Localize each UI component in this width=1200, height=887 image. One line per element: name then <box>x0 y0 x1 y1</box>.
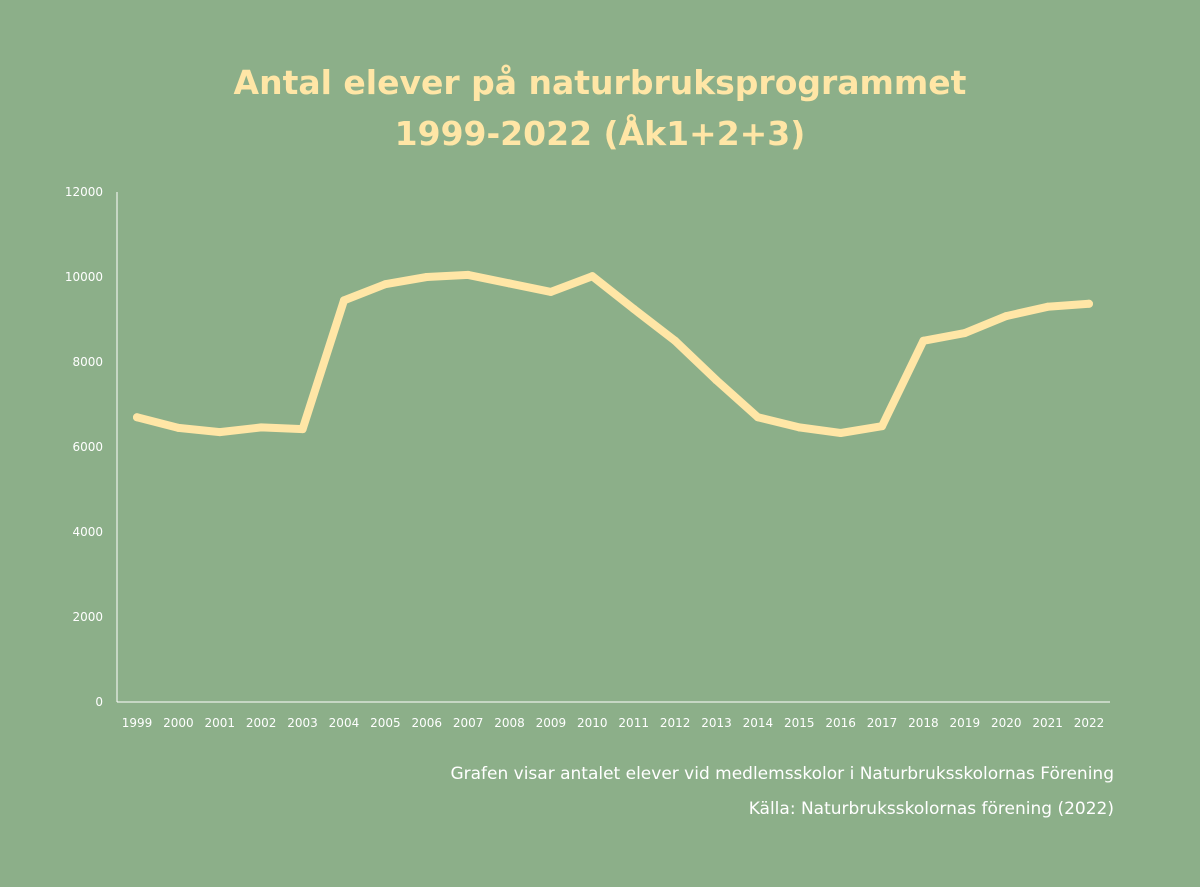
x-tick-label-2010: 2010 <box>577 716 608 730</box>
data-point-2008 <box>505 279 514 288</box>
data-point-2019 <box>960 329 969 338</box>
data-point-2011 <box>629 304 638 313</box>
x-tick-label-2014: 2014 <box>743 716 774 730</box>
data-point-2009 <box>546 287 555 296</box>
chart-description-note: Grafen visar antalet elever vid medlemss… <box>450 764 1114 784</box>
y-tick-label-4000: 4000 <box>72 525 103 539</box>
y-tick-label-10000: 10000 <box>65 270 103 284</box>
x-tick-label-2018: 2018 <box>908 716 939 730</box>
data-point-2014 <box>753 413 762 422</box>
x-tick-label-2005: 2005 <box>370 716 401 730</box>
data-point-2021 <box>1043 302 1052 311</box>
x-tick-label-2006: 2006 <box>411 716 442 730</box>
x-tick-label-2020: 2020 <box>991 716 1022 730</box>
x-tick-label-2019: 2019 <box>950 716 981 730</box>
data-point-2018 <box>919 336 928 345</box>
x-tick-label-2000: 2000 <box>163 716 194 730</box>
series-group <box>133 270 1093 437</box>
y-tick-label-2000: 2000 <box>72 610 103 624</box>
data-point-2002 <box>257 423 266 432</box>
data-point-2007 <box>464 270 473 279</box>
x-tick-label-2017: 2017 <box>867 716 898 730</box>
x-axis-tick-labels: 1999 2000 2001 2002 2003 2004 2005 2006 2007 2008… <box>122 716 1105 730</box>
x-tick-label-2021: 2021 <box>1032 716 1063 730</box>
y-tick-label-0: 0 <box>95 695 103 709</box>
x-tick-label-2009: 2009 <box>536 716 567 730</box>
y-axis-tick-labels: 0 2000 4000 6000 8000 10000 12000 <box>65 185 103 709</box>
data-point-2004 <box>339 296 348 305</box>
data-point-2012 <box>671 336 680 345</box>
data-point-2005 <box>381 280 390 289</box>
x-tick-label-2012: 2012 <box>660 716 691 730</box>
data-point-2006 <box>422 273 431 281</box>
data-point-2013 <box>712 376 721 385</box>
data-point-1999 <box>133 413 141 422</box>
x-tick-label-1999: 1999 <box>122 716 153 730</box>
x-tick-label-2001: 2001 <box>205 716 236 730</box>
x-tick-label-2011: 2011 <box>618 716 649 730</box>
data-point-2003 <box>298 425 307 434</box>
chart-title-line-1: Antal elever på naturbruksprogrammet <box>233 63 967 102</box>
data-point-2020 <box>1002 312 1011 321</box>
x-tick-label-2022: 2022 <box>1074 716 1105 730</box>
x-tick-label-2003: 2003 <box>287 716 318 730</box>
data-point-2022 <box>1085 299 1093 308</box>
data-point-2015 <box>795 423 804 432</box>
y-tick-label-6000: 6000 <box>72 440 103 454</box>
x-tick-label-2015: 2015 <box>784 716 815 730</box>
x-tick-label-2004: 2004 <box>329 716 360 730</box>
x-tick-label-2016: 2016 <box>825 716 856 730</box>
data-point-2010 <box>588 272 597 281</box>
chart-title-line-2: 1999-2022 (Åk1+2+3) <box>394 114 806 153</box>
chart-source-note: Källa: Naturbruksskolornas förening (202… <box>748 799 1114 819</box>
y-tick-label-12000: 12000 <box>65 185 103 199</box>
series-line-0 <box>133 270 1093 437</box>
data-point-2001 <box>215 428 224 437</box>
y-tick-label-8000: 8000 <box>72 355 103 369</box>
data-point-2016 <box>836 428 845 437</box>
x-tick-label-2002: 2002 <box>246 716 277 730</box>
x-tick-label-2013: 2013 <box>701 716 732 730</box>
x-tick-label-2007: 2007 <box>453 716 484 730</box>
x-tick-label-2008: 2008 <box>494 716 525 730</box>
data-point-2000 <box>174 423 183 432</box>
data-point-2017 <box>878 422 887 431</box>
